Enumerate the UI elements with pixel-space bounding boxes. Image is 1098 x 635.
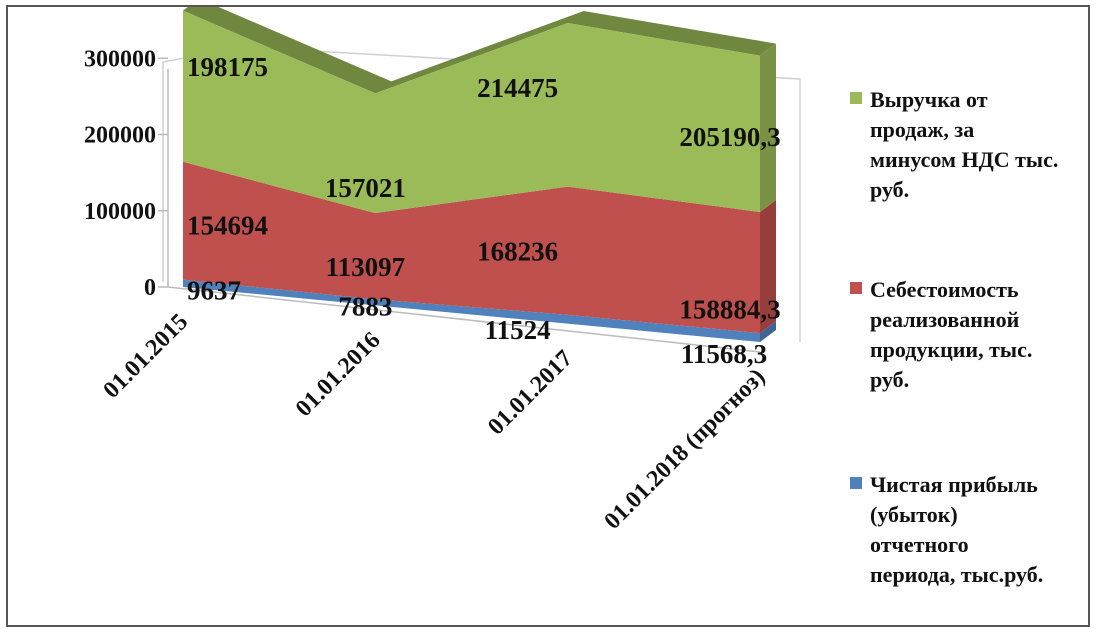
x-category-label: 01.01.2018 (прогноз): [599, 364, 770, 535]
legend-swatch: [850, 92, 862, 104]
area-front-1: [183, 279, 760, 342]
legend-label: Себестоимость: [870, 277, 1019, 302]
y-tick-label: 100000: [84, 199, 156, 225]
data-label: 154694: [187, 211, 268, 241]
data-label: 198175: [187, 52, 268, 82]
data-label: 7883: [338, 291, 392, 321]
stacked-area-chart: 0100000200000300000400000 01.01.201501.0…: [84, 7, 1058, 587]
data-label: 214475: [477, 73, 558, 103]
x-category-label: 01.01.2016: [291, 327, 386, 422]
data-label: 113097: [326, 252, 406, 282]
data-label: 205190,3: [679, 122, 780, 152]
data-label: 168236: [477, 237, 558, 267]
legend-label: отчетного: [870, 532, 969, 557]
legend-label: руб.: [870, 177, 909, 202]
y-axis-ticks: 0100000200000300000400000: [84, 46, 168, 301]
chart-frame: 0100000200000300000400000 01.01.201501.0…: [6, 5, 1090, 627]
chart-areas: [183, 7, 776, 342]
legend-swatch: [850, 477, 862, 489]
legend-label: реализованной: [870, 307, 1020, 332]
legend-label: продаж, за: [870, 117, 974, 142]
data-label: 157021: [325, 173, 406, 203]
data-label: 11568,3: [681, 339, 767, 369]
legend-label: продукции, тыс.: [870, 337, 1032, 362]
y-tick-label: 200000: [84, 123, 156, 149]
data-label: 11524: [485, 315, 551, 345]
area-side-face: [760, 43, 776, 213]
legend-label: (убыток): [870, 502, 958, 527]
legend-label: Выручка от: [870, 87, 988, 112]
legend-label: периода, тыс.руб.: [870, 562, 1043, 587]
area-side-face: [760, 321, 776, 342]
x-category-label: 01.01.2015: [98, 309, 193, 404]
legend-label: руб.: [870, 367, 909, 392]
area-front-3: [183, 10, 760, 214]
legend-label: минусом НДС тыс.: [870, 147, 1058, 172]
data-labels: 9637 7883 11524 11568,3 154694 113097 168236 15…: [187, 52, 781, 369]
legend-label: Чистая прибыль: [870, 472, 1038, 497]
data-label: 158884,3: [679, 295, 780, 325]
area-side-face: [760, 200, 776, 334]
data-label: 9637: [187, 276, 241, 306]
chart-legend: Выручка от продаж, за минусом НДС тыс. руб.…: [850, 87, 1058, 587]
y-tick-label: 0: [144, 275, 156, 301]
x-axis-line: [167, 286, 761, 353]
x-category-label: 01.01.2017: [483, 346, 578, 441]
area-top-surface: [183, 7, 776, 94]
y-tick-label: 300000: [84, 46, 156, 72]
legend-swatch: [850, 282, 862, 294]
area-front-2: [183, 161, 760, 334]
